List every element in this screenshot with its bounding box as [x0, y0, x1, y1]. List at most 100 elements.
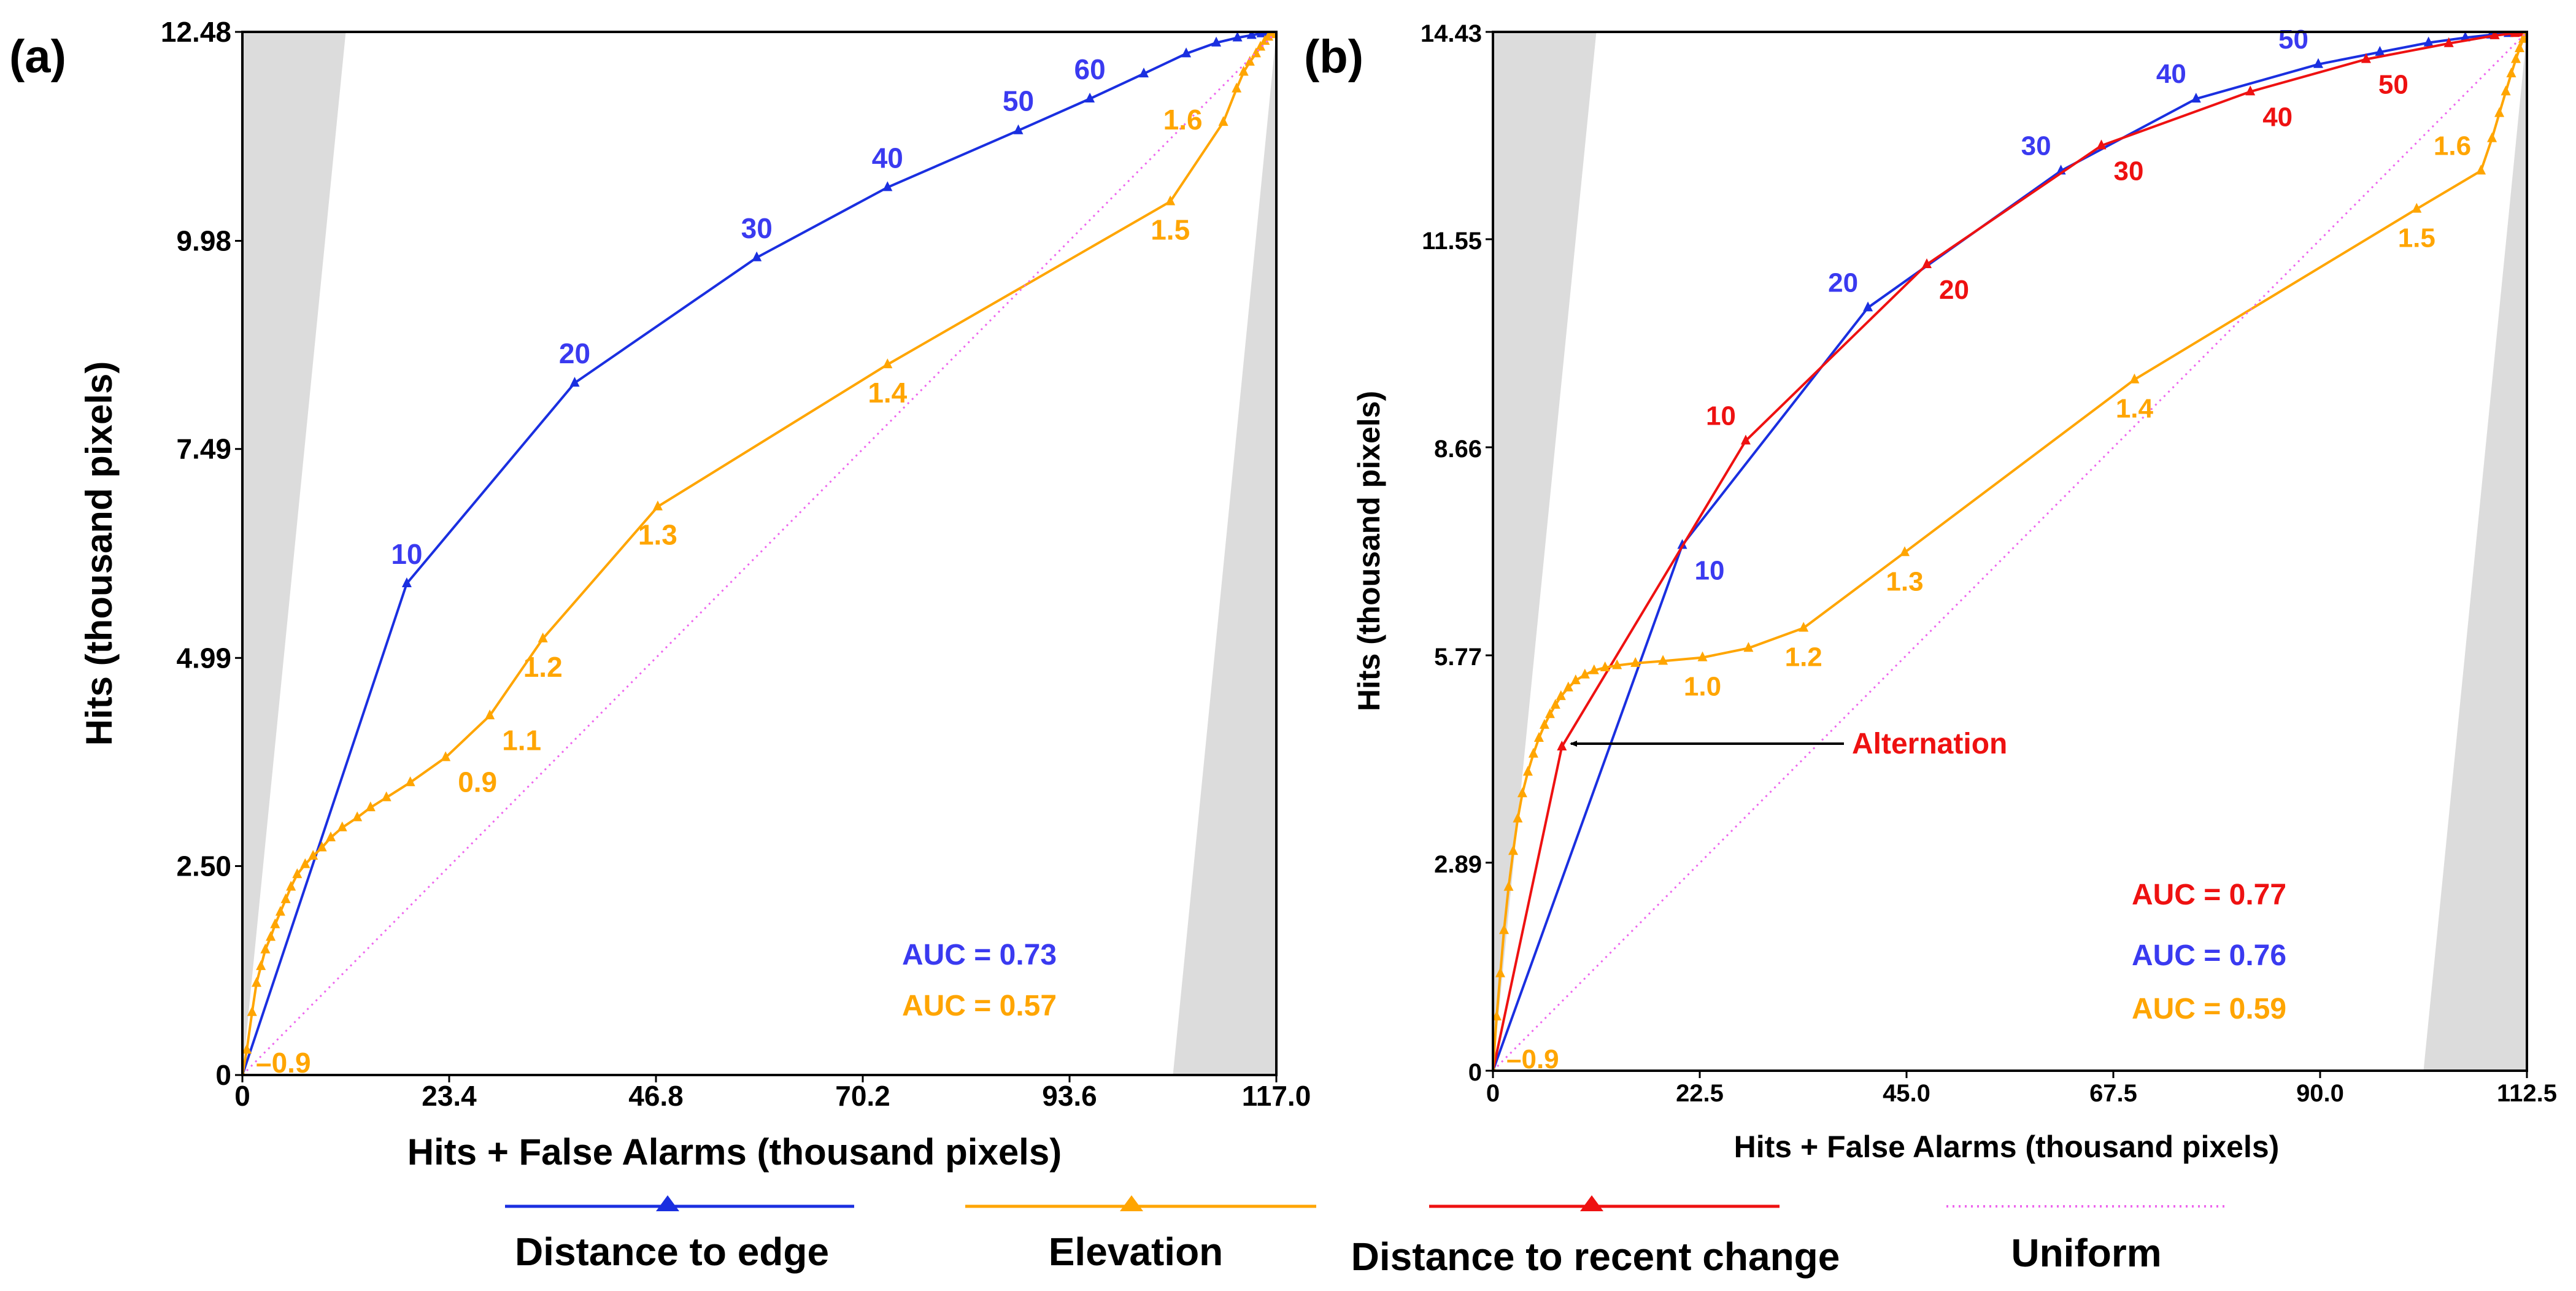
marker-distance_to_edge-5	[2313, 58, 2323, 68]
marker-distance_to_edge-4	[882, 181, 893, 191]
marker-distance_to_edge-6	[2375, 45, 2385, 56]
point-label-distance_to_edge-2: 30	[741, 212, 773, 244]
marker-elevation-16	[1570, 674, 1581, 685]
panel-a-point-labels: 10 20 30 40 50 60 0.91.1 1.2 1.3 1.4 1.5 1.6 –0.9	[256, 53, 1203, 1079]
marker-distance_to_edge-1	[401, 577, 412, 587]
point-label-distance_to_recent_change-0: 10	[1706, 401, 1736, 431]
marker-elevation-9	[1528, 747, 1538, 758]
point-label-distance_to_recent_change-2: 30	[2114, 156, 2144, 186]
marker-distance_to_recent_change-9	[2510, 32, 2520, 37]
marker-elevation-2	[1495, 967, 1505, 977]
marker-elevation-29	[2476, 164, 2486, 175]
marker-elevation-15	[1563, 681, 1573, 692]
legend-label-distance-to-recent-change: Distance to recent change	[1351, 1235, 1840, 1279]
marker-distance_to_recent_change-1	[1557, 741, 1567, 750]
marker-elevation-32	[1255, 40, 1266, 51]
legend-item-distance-to-edge: Distance to edge	[505, 1195, 854, 1274]
x-tick-label: 0	[1486, 1080, 1500, 1107]
start-label-elevation: –0.9	[256, 1047, 311, 1079]
point-label-elevation-5: 1.5	[1151, 214, 1190, 246]
point-label-elevation-1: 1.2	[1785, 642, 1822, 672]
panel-b-label: (b)	[1304, 31, 1363, 83]
marker-elevation-10	[286, 881, 296, 891]
marker-elevation-9	[280, 893, 291, 903]
legend-item-uniform: Uniform	[1946, 1205, 2224, 1275]
marker-elevation-26	[1900, 546, 1910, 557]
marker-elevation-10	[1533, 732, 1544, 742]
legend-marker-distance-to-edge	[656, 1195, 679, 1211]
marker-elevation-27	[2129, 373, 2140, 383]
y-tick-label: 0	[1468, 1059, 1482, 1086]
infeasible-region-right	[1173, 32, 1276, 1075]
marker-elevation-1	[242, 1044, 252, 1054]
panel-b-alternation-label: Alternation	[1852, 728, 2007, 760]
y-tick-label: 11.55	[1422, 228, 1482, 255]
point-label-elevation-0: 0.9	[458, 766, 497, 798]
infeasible-region-left	[1493, 32, 1597, 1071]
legend-item-distance-to-recent-change: Distance to recent change	[1351, 1195, 1840, 1279]
point-label-distance_to_recent_change-3: 40	[2262, 102, 2293, 132]
panel-a-infeasible-regions	[242, 32, 1276, 1075]
marker-distance_to_recent_change-4	[2096, 139, 2107, 150]
marker-elevation-17	[352, 811, 363, 822]
y-tick-label: 9.98	[176, 225, 231, 257]
panel-b-auc-distance-to-edge: AUC = 0.76	[2132, 939, 2286, 972]
point-label-distance_to_edge-0: 10	[1695, 556, 1725, 586]
panel-b-auc-distance-to-recent-change: AUC = 0.77	[2132, 879, 2286, 911]
panel-a-axes-frame	[241, 31, 1278, 1076]
point-label-distance_to_edge-3: 40	[2156, 59, 2186, 89]
marker-distance_to_edge-7	[1139, 67, 1149, 78]
marker-elevation-30	[1244, 56, 1255, 66]
marker-elevation-6	[1513, 812, 1523, 823]
y-tick-label: 5.77	[1434, 644, 1482, 671]
marker-elevation-5	[260, 943, 271, 954]
x-tick-label: 93.6	[1042, 1080, 1097, 1112]
marker-distance_to_edge-6	[1085, 93, 1095, 102]
marker-elevation-23	[1697, 651, 1708, 661]
point-label-elevation-1: 1.1	[502, 724, 541, 756]
y-tick-label: 12.48	[161, 16, 231, 48]
point-label-distance_to_edge-4: 50	[1003, 85, 1034, 117]
x-tick-label: 46.8	[628, 1080, 684, 1112]
marker-elevation-17	[1579, 668, 1590, 679]
marker-distance_to_edge-11	[1246, 32, 1257, 39]
marker-distance_to_edge-5	[1013, 124, 1024, 134]
point-label-elevation-0: 1.0	[1684, 672, 1721, 702]
marker-elevation-19	[381, 791, 391, 801]
point-label-elevation-4: 1.5	[2398, 223, 2435, 253]
series-line-uniform	[1493, 32, 2527, 1071]
marker-distance_to_recent_change-8	[2489, 32, 2500, 39]
y-tick-label: 7.49	[176, 433, 231, 465]
x-tick-label: 23.4	[422, 1080, 477, 1112]
marker-distance_to_recent_change-5	[2245, 85, 2256, 96]
panel-a-auc-distance-to-edge: AUC = 0.73	[902, 939, 1057, 971]
legend: Distance to edge Elevation Distance to r…	[505, 1195, 2224, 1279]
y-tick-label: 8.66	[1434, 436, 1482, 463]
marker-elevation-20	[1612, 659, 1622, 669]
marker-elevation-35	[2515, 42, 2524, 52]
x-tick-label: 0	[234, 1080, 250, 1112]
marker-distance_to_edge-7	[2423, 36, 2434, 47]
marker-elevation-19	[1600, 661, 1610, 671]
x-tick-label: 90.0	[2296, 1080, 2344, 1107]
marker-elevation-3	[252, 977, 261, 987]
marker-elevation-7	[1517, 787, 1527, 798]
point-label-distance_to_edge-1: 20	[1828, 268, 1858, 298]
marker-elevation-25	[882, 358, 893, 369]
marker-elevation-14	[1556, 690, 1566, 700]
legend-label-uniform: Uniform	[2011, 1231, 2161, 1275]
legend-label-distance-to-edge: Distance to edge	[515, 1230, 829, 1274]
marker-elevation-24	[652, 500, 663, 511]
marker-elevation-36	[2518, 33, 2527, 43]
marker-elevation-20	[405, 776, 415, 787]
x-tick-label: 67.5	[2089, 1080, 2137, 1107]
point-label-distance_to_recent_change-4: 50	[2378, 70, 2408, 100]
point-label-elevation-3: 1.4	[2116, 394, 2154, 424]
marker-distance_to_edge-8	[1181, 47, 1192, 58]
marker-elevation-21	[1630, 657, 1641, 667]
infeasible-region-right	[2423, 32, 2527, 1071]
marker-distance_to_edge-4	[2191, 93, 2201, 103]
panel-b-axes-frame	[1492, 31, 2528, 1072]
marker-elevation-12	[300, 858, 310, 868]
marker-distance_to_recent_change-7	[2443, 37, 2454, 47]
